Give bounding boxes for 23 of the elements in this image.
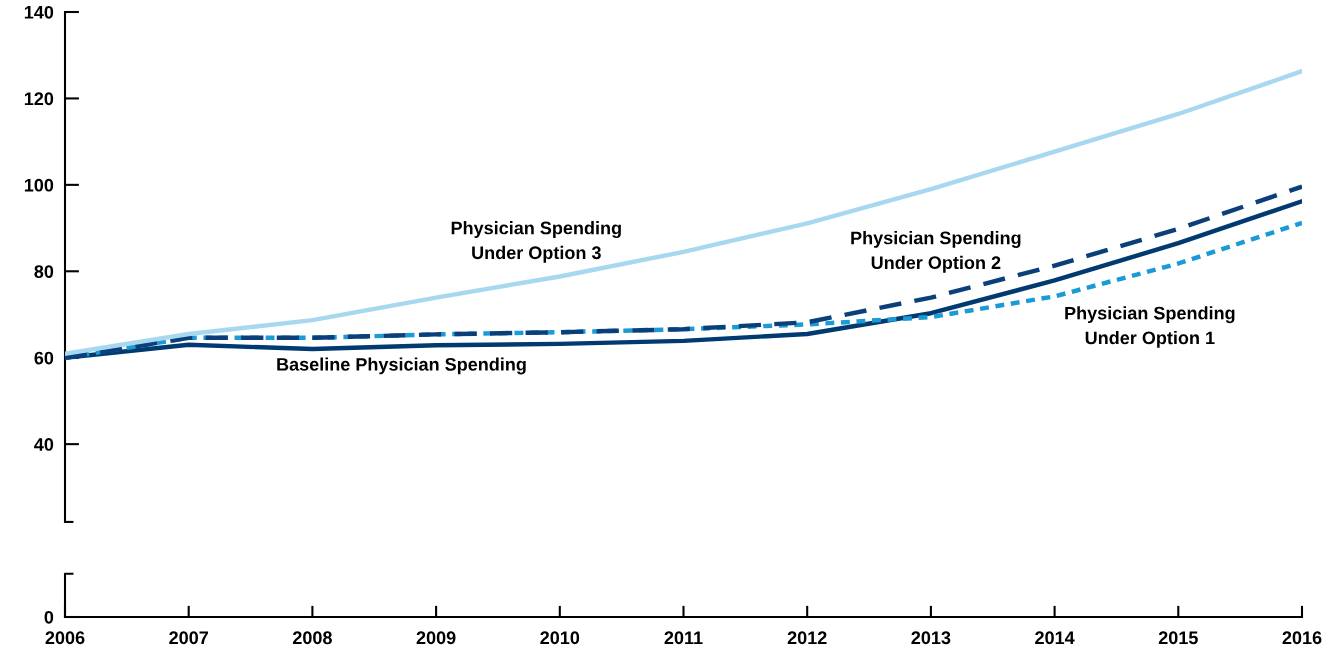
x-tick-label: 2009	[416, 631, 456, 645]
y-tick-label: 100	[24, 178, 54, 192]
line-series	[65, 68, 1302, 357]
x-tick-label: 2013	[911, 631, 951, 645]
y-tick-label: 0	[44, 610, 54, 624]
series-label: Physician Spending Under Option 2	[851, 231, 1021, 273]
y-tick-label: 40	[34, 438, 54, 451]
x-tick-label: 2006	[45, 631, 85, 645]
y-tick-label: 80	[34, 265, 54, 279]
series-label: Baseline Physician Spending	[277, 357, 526, 375]
y-tick-label: 60	[34, 351, 54, 365]
x-tick-label: 2015	[1158, 631, 1198, 645]
y-tick-label: 120	[24, 92, 54, 106]
x-tick-label: 2011	[664, 631, 703, 645]
series-label: Physician Spending Under Option 1	[1065, 306, 1235, 348]
x-tick-label: 2008	[292, 631, 332, 645]
x-tick-label: 2010	[540, 631, 580, 645]
x-tick-label: 2012	[787, 631, 827, 645]
x-tick-label: 2016	[1282, 631, 1322, 645]
x-tick-label: 2014	[1035, 631, 1075, 645]
series-label: Physician Spending Under Option 3	[451, 221, 621, 263]
x-tick-label: 2007	[169, 631, 208, 645]
y-tick-label: 140	[24, 5, 54, 19]
